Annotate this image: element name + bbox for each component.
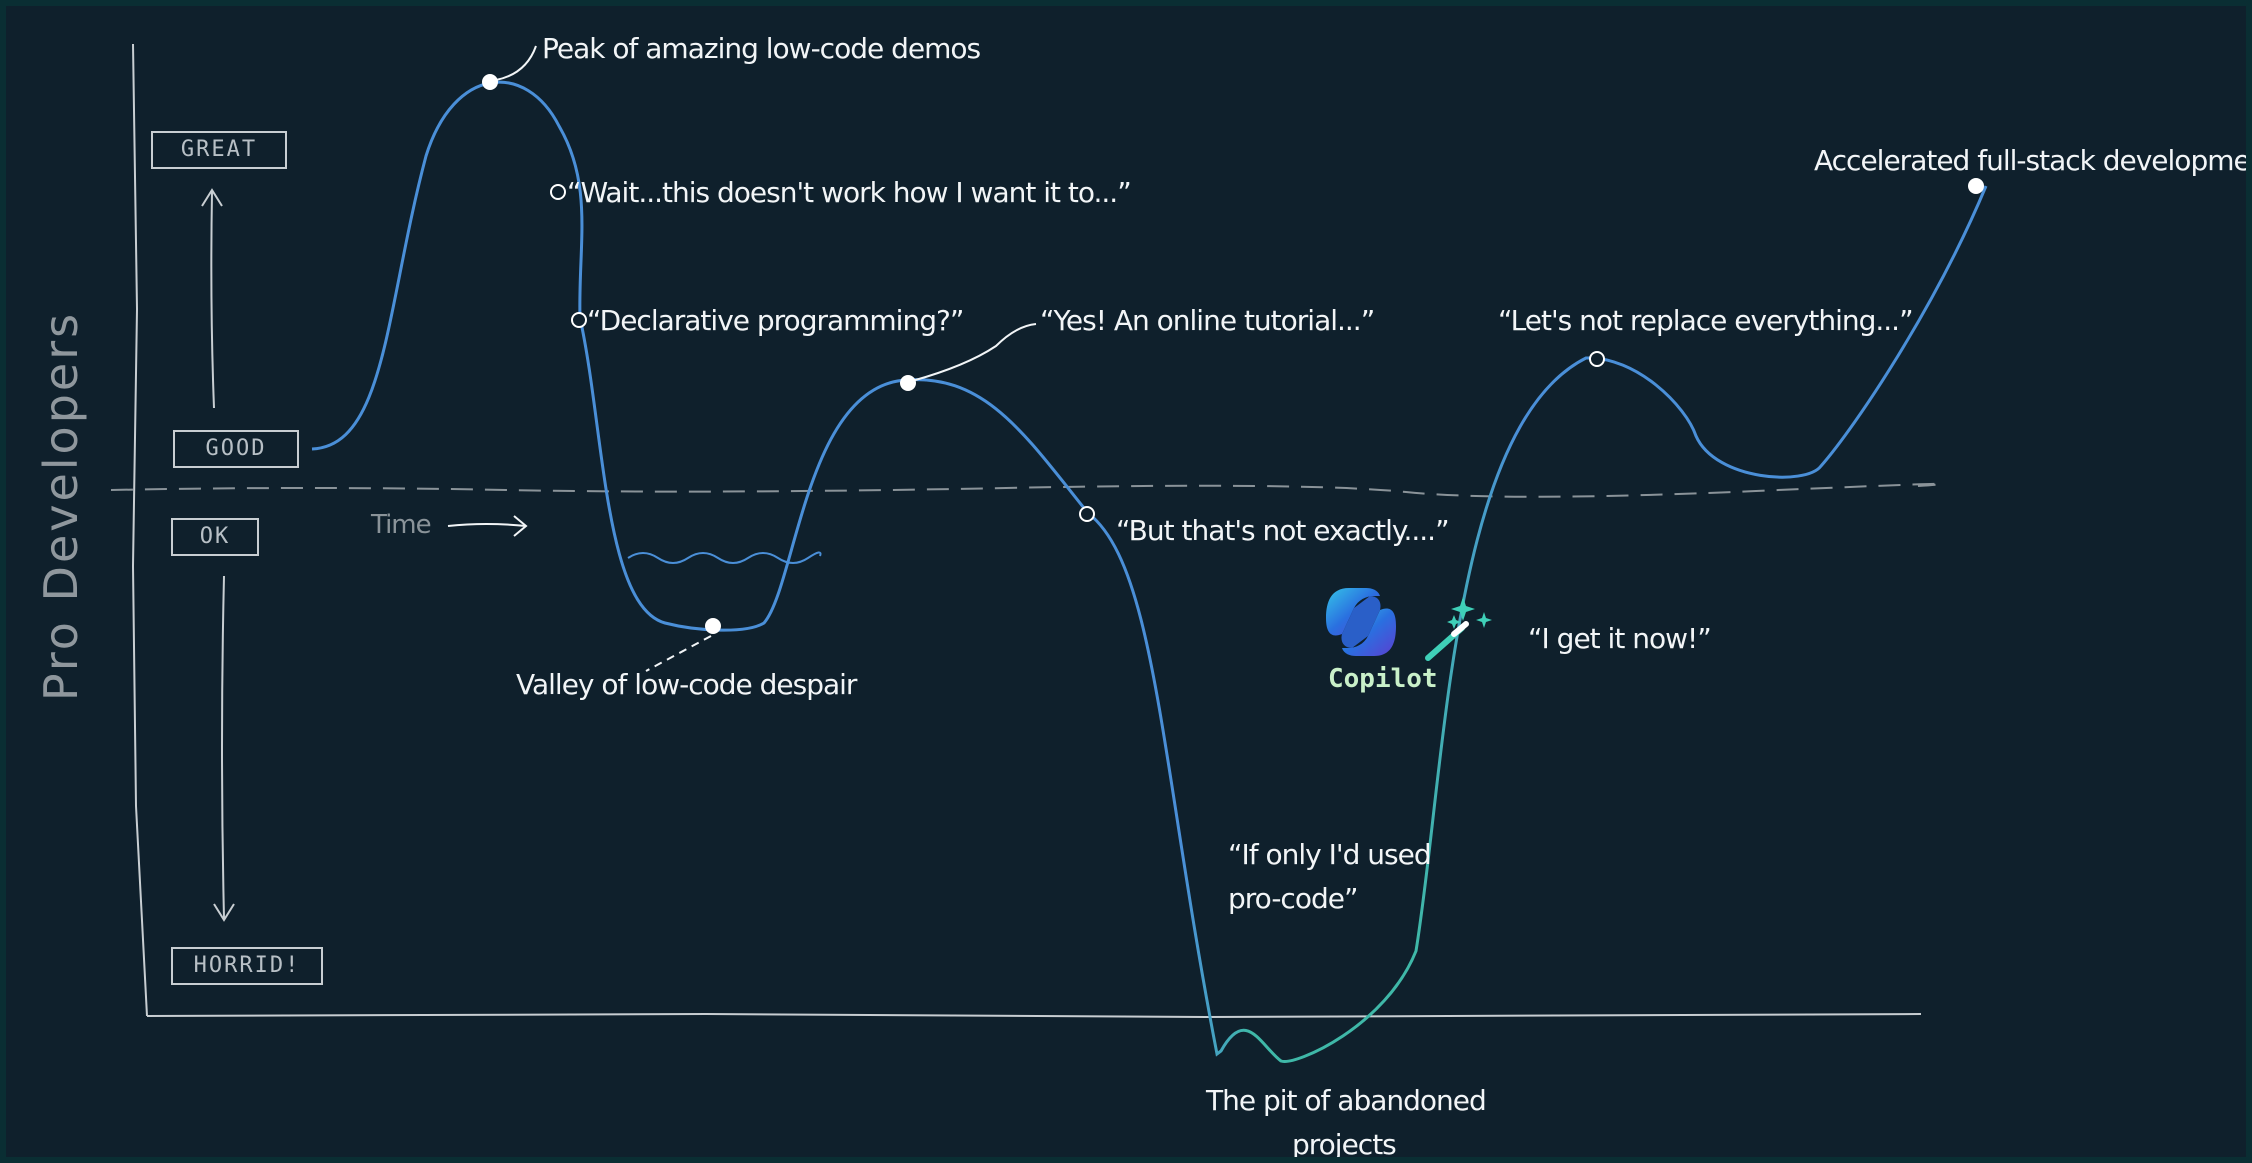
point-tutorial — [900, 375, 916, 391]
annotation-tutorial: “Yes! An online tutorial...” — [1040, 304, 1375, 337]
arrow-up — [210, 191, 215, 409]
point-peak — [482, 74, 498, 90]
annotation-declarative: “Declarative programming?” — [587, 304, 964, 337]
leader-peak — [495, 45, 537, 81]
annotation-valley: Valley of low-code despair — [516, 668, 857, 701]
point-valley — [705, 618, 721, 634]
annotation-not-exactly: “But that's not exactly....” — [1116, 514, 1450, 547]
annotation-if-only-line2: pro-code” — [1228, 882, 1358, 915]
level-great-box: GREAT — [151, 131, 287, 169]
level-horrid-box: HORRID! — [171, 947, 323, 985]
level-good-box: GOOD — [173, 430, 299, 468]
magic-wand-icon — [1425, 597, 1492, 661]
annotation-peak: Peak of amazing low-code demos — [542, 32, 981, 65]
y-axis-line — [131, 43, 148, 1017]
copilot-logo-icon — [1326, 588, 1396, 656]
point-not-replace — [1589, 351, 1605, 367]
arrow-up-head — [201, 188, 223, 207]
level-ok-box: OK — [171, 518, 259, 556]
annotation-accelerated: Accelerated full-stack development — [1814, 144, 2246, 177]
time-label: Time — [371, 510, 432, 540]
arrow-down-head — [213, 903, 235, 922]
annotation-pit-line1: The pit of abandoned — [1206, 1084, 1487, 1117]
annotation-get-it: “I get it now!” — [1528, 622, 1712, 655]
annotation-not-replace: “Let's not replace everything...” — [1498, 304, 1914, 337]
point-declarative — [571, 312, 587, 328]
valley-wave — [627, 551, 822, 564]
leader-tutorial — [911, 323, 1037, 382]
annotation-wait: “Wait...this doesn't work how I want it … — [567, 176, 1132, 209]
x-axis-line — [146, 1012, 1922, 1019]
copilot-label: Copilot — [1328, 664, 1438, 694]
annotation-if-only-line1: “If only I'd used — [1228, 838, 1432, 871]
leader-valley — [645, 635, 712, 672]
point-not-exactly — [1079, 506, 1095, 522]
diagram-canvas: Pro Developers GREAT GOOD OK HORRID! Tim… — [6, 6, 2246, 1157]
point-accelerated — [1968, 178, 1984, 194]
annotation-pit-line2: projects — [1292, 1128, 1397, 1157]
arrow-down — [221, 575, 225, 919]
point-wait — [550, 184, 566, 200]
time-arrow — [447, 523, 527, 527]
hype-curve — [311, 80, 1988, 1063]
time-arrow-head — [513, 515, 528, 537]
y-axis-title-text: Pro Developers — [34, 310, 88, 702]
baseline-dashed — [110, 482, 1942, 498]
curve-svg — [110, 43, 1988, 1063]
